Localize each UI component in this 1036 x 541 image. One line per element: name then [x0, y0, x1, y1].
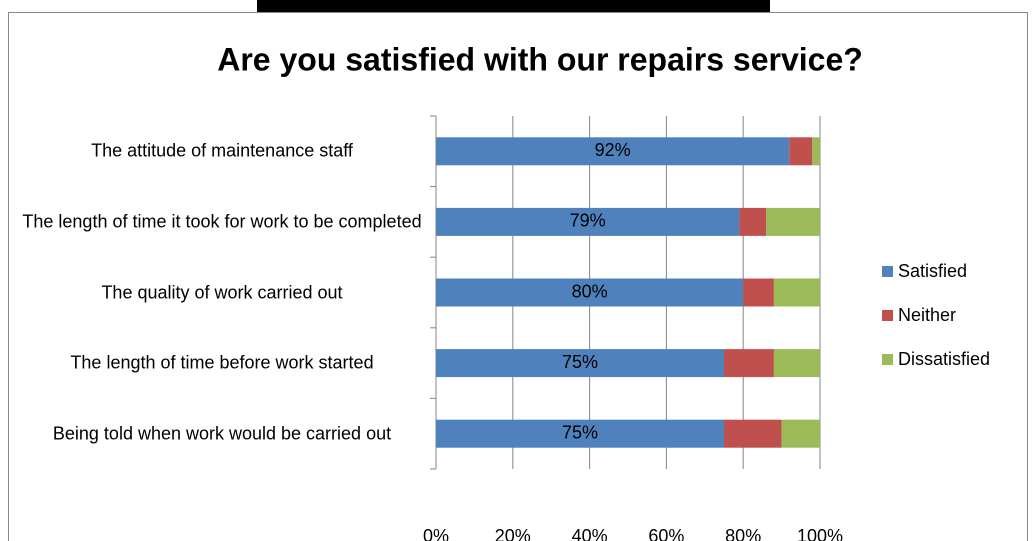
bar-segment: [436, 278, 744, 307]
data-label: 75%: [562, 352, 598, 372]
chart-frame: [8, 12, 1028, 541]
bar-segment: [743, 278, 774, 307]
legend-swatch: [882, 354, 893, 365]
bar-segment: [436, 419, 724, 448]
legend-swatch: [882, 310, 893, 321]
data-label: 79%: [570, 211, 606, 231]
legend-label: Dissatisfied: [898, 349, 990, 369]
x-tick-label: 40%: [572, 526, 608, 541]
data-label: 80%: [572, 281, 608, 301]
top-bar: [257, 0, 770, 12]
bar-segment: [789, 137, 813, 166]
bar-segment: [739, 207, 767, 236]
data-label: 92%: [595, 140, 631, 160]
y-tick-label: Being told when work would be carried ou…: [52, 423, 392, 444]
x-tick-label: 80%: [725, 526, 761, 541]
bar-segment: [766, 207, 820, 236]
x-tick-label: 100%: [797, 526, 843, 541]
bar-segment: [773, 278, 820, 307]
x-tick-label: 60%: [648, 526, 684, 541]
x-tick-label: 0%: [423, 526, 449, 541]
legend-swatch: [882, 266, 893, 277]
bar-segment: [781, 419, 820, 448]
y-tick-label: The length of time it took for work to b…: [22, 211, 422, 232]
x-tick-label: 20%: [495, 526, 531, 541]
data-label: 75%: [562, 422, 598, 442]
bar-segment: [773, 349, 820, 378]
y-tick-label: The quality of work carried out: [101, 282, 343, 302]
bar-segment: [436, 207, 740, 236]
bar-segment: [436, 349, 724, 378]
chart-title: Are you satisfied with our repairs servi…: [217, 41, 863, 77]
bar-segment: [436, 137, 790, 166]
y-tick-label: The attitude of maintenance staff: [91, 140, 353, 161]
bar-segment: [724, 349, 774, 378]
y-tick-label: The length of time before work started: [70, 352, 374, 373]
legend-label: Neither: [898, 305, 956, 325]
bar-segment: [724, 419, 782, 448]
legend-label: Satisfied: [898, 261, 967, 281]
bar-segment: [812, 137, 820, 166]
